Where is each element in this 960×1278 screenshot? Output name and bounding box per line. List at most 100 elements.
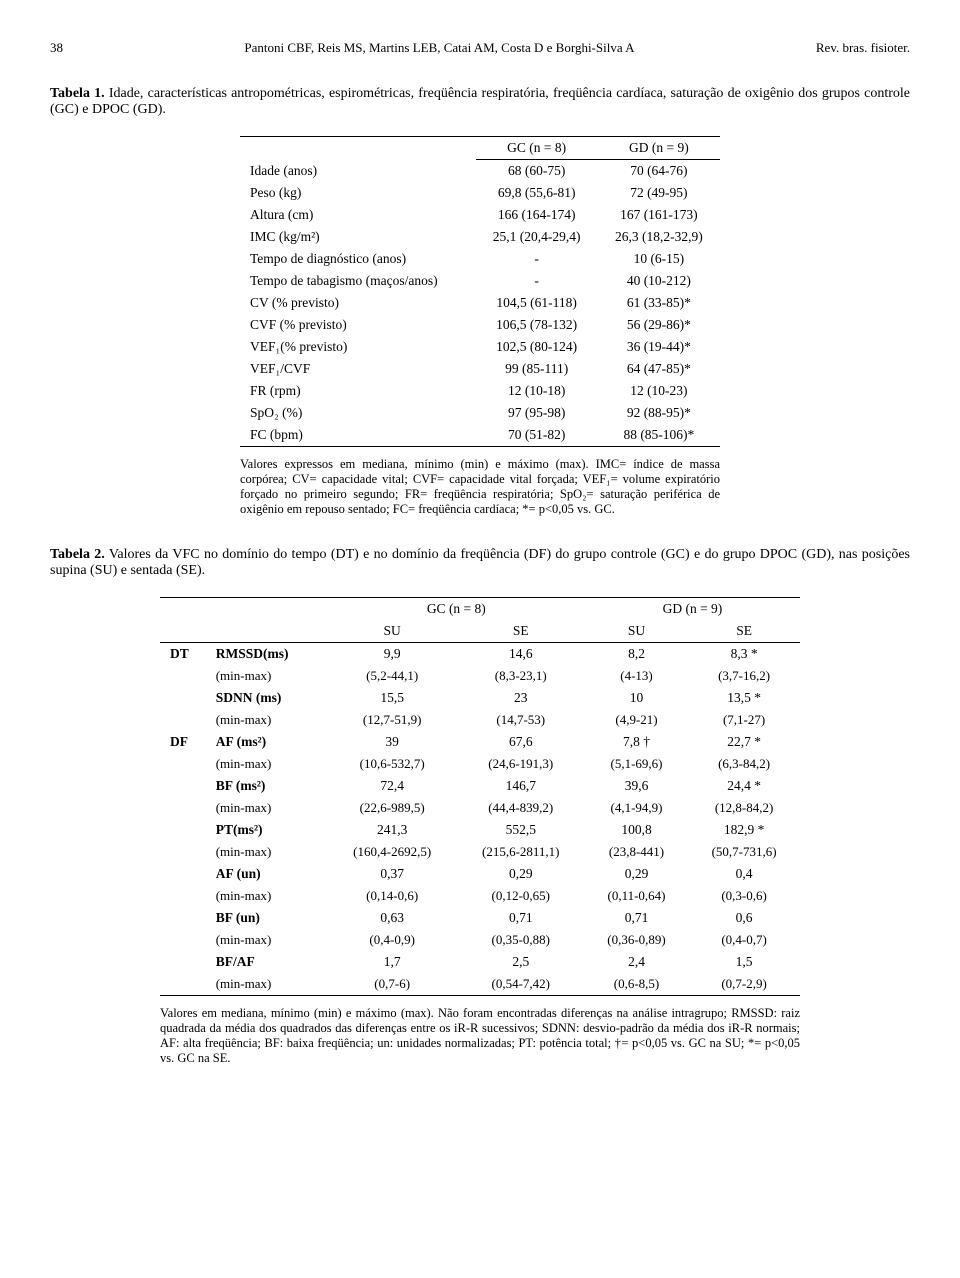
cell-gc: 69,8 (55,6-81) [476,182,598,204]
cell: 552,5 [457,819,585,841]
table1-caption: Tabela 1. Idade, características antropo… [50,86,910,118]
cell-gd: 56 (29-86)* [598,314,720,336]
table-row: FC (bpm)70 (51-82)88 (85-106)* [240,424,720,447]
row-label: BF/AF [206,951,328,973]
row-label: BF (un) [206,907,328,929]
row-label: FC (bpm) [240,424,476,447]
row-label: IMC (kg/m²) [240,226,476,248]
cell: (0,4-0,9) [328,929,457,951]
table2-label: Tabela 2. [50,547,105,562]
row-label: PT(ms²) [206,819,328,841]
table-row: PT(ms²)241,3552,5100,8182,9 * [160,819,800,841]
cell: (215,6-2811,1) [457,841,585,863]
cell: 10 [585,687,688,709]
cell: (3,7-16,2) [688,665,800,687]
cell: (12,8-84,2) [688,797,800,819]
table1-col-gc: GC (n = 8) [476,137,598,160]
minmax-label: (min-max) [206,973,328,996]
row-label: CVF (% previsto) [240,314,476,336]
cell: 72,4 [328,775,457,797]
cell: (0,7-6) [328,973,457,996]
table-row: Idade (anos)68 (60-75)70 (64-76) [240,160,720,183]
table-row: (min-max)(0,14-0,6)(0,12-0,65)(0,11-0,64… [160,885,800,907]
cell: 241,3 [328,819,457,841]
table-row: (min-max)(0,4-0,9)(0,35-0,88)(0,36-0,89)… [160,929,800,951]
cell-gd: 12 (10-23) [598,380,720,402]
table2-footnote: Valores em mediana, mínimo (min) e máxim… [160,1006,800,1066]
cell-gc: 68 (60-75) [476,160,598,183]
table-row: (min-max)(5,2-44,1)(8,3-23,1)(4-13)(3,7-… [160,665,800,687]
table-row: BF/AF1,72,52,41,5 [160,951,800,973]
cell-gc: 102,5 (80-124) [476,336,598,358]
cell: (0,6-8,5) [585,973,688,996]
cell-gd: 61 (33-85)* [598,292,720,314]
cell: 182,9 * [688,819,800,841]
table2: GC (n = 8) GD (n = 9) SU SE SU SE DTRMSS… [160,597,800,996]
row-label: VEF₁/CVF [240,358,476,380]
table2-col-gd: GD (n = 9) [585,598,800,621]
table2-caption-text: Valores da VFC no domínio do tempo (DT) … [50,547,910,578]
table2-sub-se1: SE [457,620,585,643]
cell: 2,5 [457,951,585,973]
cell-gc: 25,1 (20,4-29,4) [476,226,598,248]
row-label: AF (ms²) [206,731,328,753]
cell: 0,63 [328,907,457,929]
cell: 24,4 * [688,775,800,797]
cell: (6,3-84,2) [688,753,800,775]
table-row: Peso (kg)69,8 (55,6-81)72 (49-95) [240,182,720,204]
table2-sub-su1: SU [328,620,457,643]
cell-gc: 70 (51-82) [476,424,598,447]
cell: (0,54-7,42) [457,973,585,996]
minmax-label: (min-max) [206,665,328,687]
page-header: 38 Pantoni CBF, Reis MS, Martins LEB, Ca… [50,40,910,56]
cell: (0,11-0,64) [585,885,688,907]
minmax-label: (min-max) [206,929,328,951]
table2-sub-su2: SU [585,620,688,643]
cell: 39 [328,731,457,753]
cell-gd: 70 (64-76) [598,160,720,183]
cell: 1,7 [328,951,457,973]
row-label: FR (rpm) [240,380,476,402]
cell: 14,6 [457,643,585,666]
cell: 0,6 [688,907,800,929]
cell: 1,5 [688,951,800,973]
row-label: SpO₂ (%) [240,402,476,424]
table-row: (min-max)(10,6-532,7)(24,6-191,3)(5,1-69… [160,753,800,775]
cell: (0,7-2,9) [688,973,800,996]
row-label: Tempo de tabagismo (maços/anos) [240,270,476,292]
table-row: FR (rpm)12 (10-18)12 (10-23) [240,380,720,402]
cell: 100,8 [585,819,688,841]
table-row: (min-max)(22,6-989,5)(44,4-839,2)(4,1-94… [160,797,800,819]
cell: (0,14-0,6) [328,885,457,907]
cell: (4-13) [585,665,688,687]
cell: 0,71 [457,907,585,929]
table-row: Altura (cm)166 (164-174)167 (161-173) [240,204,720,226]
cell: 0,71 [585,907,688,929]
section-label: DF [160,731,206,996]
cell-gc: - [476,248,598,270]
row-label: VEF₁(% previsto) [240,336,476,358]
table-row: CVF (% previsto)106,5 (78-132)56 (29-86)… [240,314,720,336]
table-row: VEF₁/CVF99 (85-111)64 (47-85)* [240,358,720,380]
table-row: (min-max)(12,7-51,9)(14,7-53)(4,9-21)(7,… [160,709,800,731]
cell: (5,1-69,6) [585,753,688,775]
cell: 7,8 † [585,731,688,753]
cell-gd: 36 (19-44)* [598,336,720,358]
cell: (0,4-0,7) [688,929,800,951]
table1-label: Tabela 1. [50,86,105,101]
table-row: (min-max)(160,4-2692,5)(215,6-2811,1)(23… [160,841,800,863]
cell: (160,4-2692,5) [328,841,457,863]
cell-gc: 97 (95-98) [476,402,598,424]
table-row: DFAF (ms²)3967,67,8 †22,7 * [160,731,800,753]
minmax-label: (min-max) [206,797,328,819]
table-row: DTRMSSD(ms)9,914,68,28,3 * [160,643,800,666]
cell-gc: - [476,270,598,292]
cell: 0,4 [688,863,800,885]
cell-gc: 106,5 (78-132) [476,314,598,336]
cell-gc: 99 (85-111) [476,358,598,380]
row-label: Altura (cm) [240,204,476,226]
cell: 15,5 [328,687,457,709]
table-row: (min-max)(0,7-6)(0,54-7,42)(0,6-8,5)(0,7… [160,973,800,996]
row-label: RMSSD(ms) [206,643,328,666]
row-label: Peso (kg) [240,182,476,204]
